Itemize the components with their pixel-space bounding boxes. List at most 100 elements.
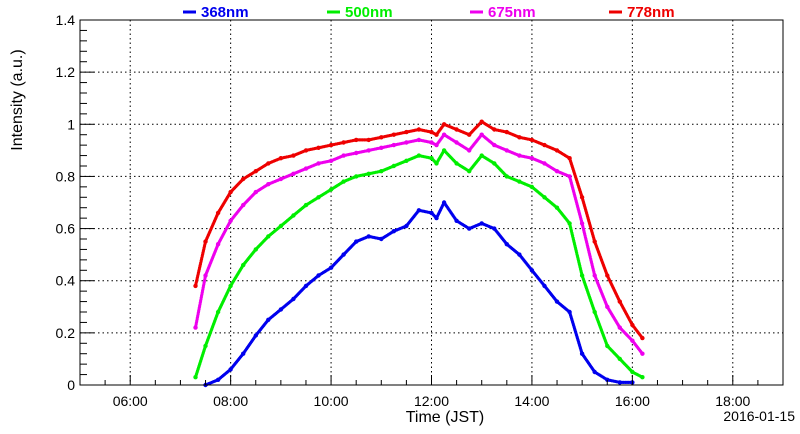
data-point: [640, 375, 645, 380]
data-point: [366, 234, 371, 239]
data-point: [303, 202, 309, 208]
data-point: [434, 215, 439, 221]
data-point: [617, 380, 622, 385]
data-point: [479, 132, 484, 137]
data-point: [630, 369, 635, 375]
data-point: [193, 283, 198, 289]
y-tick-label: 0.8: [56, 168, 76, 184]
x-tick-label: 16:00: [615, 393, 650, 409]
data-point: [640, 335, 645, 341]
data-point: [291, 153, 296, 158]
data-point: [391, 229, 396, 234]
data-point: [429, 156, 434, 161]
data-point: [193, 325, 198, 330]
data-point: [404, 140, 409, 145]
data-point: [429, 129, 434, 135]
data-point: [454, 218, 459, 223]
data-point: [316, 145, 321, 150]
y-tick-label: 0.6: [56, 221, 76, 237]
data-point: [605, 377, 610, 382]
data-point: [379, 236, 384, 242]
data-point: [316, 161, 321, 166]
data-point: [517, 179, 522, 184]
legend-label: 500nm: [345, 4, 393, 21]
y-tick-label: 1.2: [56, 64, 76, 80]
data-point: [434, 142, 439, 148]
data-point: [605, 343, 610, 349]
data-point: [316, 195, 321, 200]
data-point: [567, 174, 572, 179]
data-point: [542, 161, 547, 166]
data-point: [640, 351, 645, 356]
series-trace: [193, 148, 645, 379]
data-point: [303, 148, 309, 153]
data-point: [203, 343, 208, 349]
data-point: [441, 132, 447, 137]
data-point: [492, 226, 497, 231]
data-point: [228, 367, 233, 372]
data-point: [567, 156, 572, 161]
data-point: [366, 148, 371, 153]
data-point: [467, 132, 472, 137]
x-tick-label: 10:00: [314, 393, 349, 409]
data-point: [504, 129, 509, 135]
data-point: [241, 262, 246, 268]
data-point: [554, 169, 560, 174]
data-point: [630, 322, 635, 328]
y-axis-label: Intensity (a.u.): [9, 49, 26, 150]
data-point: [504, 242, 509, 247]
series-778nm: [193, 119, 645, 341]
data-point: [215, 377, 221, 382]
y-axis-ticks: 0 0.2 0.4 0.6 0.8 1 1.2 1.4: [56, 12, 94, 393]
data-point: [215, 309, 221, 315]
data-point: [492, 127, 497, 132]
data-point: [404, 223, 409, 229]
data-point: [416, 127, 422, 132]
data-point: [479, 221, 484, 226]
data-point: [504, 148, 509, 153]
data-point: [328, 158, 334, 163]
data-point: [441, 148, 447, 153]
data-point: [441, 200, 447, 205]
data-point: [542, 142, 547, 148]
data-point: [404, 129, 409, 135]
data-point: [366, 137, 371, 143]
data-point: [366, 171, 371, 176]
x-tick-label: 14:00: [514, 393, 549, 409]
data-point: [241, 202, 246, 208]
data-point: [554, 205, 560, 210]
data-point: [454, 140, 459, 145]
data-point: [454, 127, 459, 132]
data-point: [542, 283, 547, 289]
data-point: [354, 150, 359, 156]
data-point: [542, 195, 547, 200]
data-point: [592, 309, 597, 315]
data-point: [328, 142, 334, 148]
legend-label: 675nm: [488, 4, 536, 21]
data-point: [341, 179, 346, 184]
data-point: [617, 325, 622, 330]
series-675nm: [193, 132, 645, 356]
series-trace: [203, 200, 635, 387]
data-point: [193, 375, 198, 380]
data-point: [529, 156, 535, 161]
data-point: [341, 153, 346, 158]
data-point: [291, 171, 296, 176]
data-point: [316, 273, 321, 278]
data-point: [303, 166, 309, 171]
data-point: [241, 351, 246, 356]
data-point: [266, 234, 271, 239]
data-point: [592, 239, 597, 244]
series-500nm: [193, 148, 645, 380]
series-trace: [193, 120, 645, 340]
data-point: [266, 182, 271, 187]
data-point: [215, 210, 221, 216]
x-axis-ticks: 06:00 08:00 10:00 12:00 14:00 16:00 18:00: [79, 375, 784, 409]
data-point: [278, 156, 284, 161]
data-point: [404, 158, 409, 163]
data-point: [605, 304, 610, 309]
data-point: [379, 135, 384, 140]
data-point: [354, 174, 359, 179]
data-point: [341, 252, 346, 257]
